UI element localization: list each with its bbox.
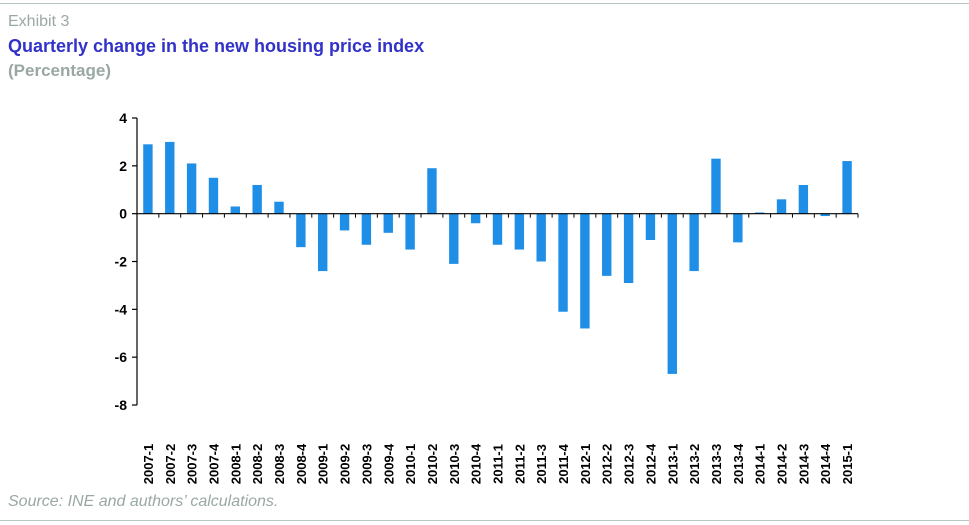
bar-2010-2 — [427, 168, 437, 214]
bar-2009-2 — [339, 213, 350, 231]
x-tick-label: 2010-3 — [447, 444, 462, 484]
y-tick-label: 0 — [119, 206, 127, 222]
bar-2012-2 — [602, 213, 612, 276]
x-tick-label: 2012-2 — [600, 444, 615, 484]
bar-2013-3 — [711, 158, 721, 214]
bar-2013-2 — [689, 213, 699, 272]
x-tick-label: 2009-2 — [338, 444, 353, 484]
y-tick-labels: 4 2 0 -2 -4 -6 -8 — [115, 110, 128, 413]
x-tick-label: 2011-2 — [512, 444, 527, 484]
y-tick-label: -8 — [115, 397, 128, 413]
x-tick-label: 2012-1 — [578, 444, 593, 484]
source-note: Source: INE and authors’ calculations. — [8, 493, 279, 510]
x-tick-label: 2008-3 — [272, 444, 287, 484]
x-tick-label: 2014-3 — [796, 444, 811, 484]
bar-2008-2 — [252, 184, 262, 214]
chart-title: Quarterly change in the new housing pric… — [8, 36, 425, 56]
bar-2007-2 — [165, 141, 175, 214]
x-tick-label: 2010-1 — [403, 444, 418, 484]
y-tick-label: -2 — [115, 254, 128, 270]
bar-2009-3 — [361, 213, 372, 245]
bar-2011-3 — [536, 213, 546, 262]
x-tick-label: 2008-4 — [294, 443, 309, 484]
bar-2014-4 — [820, 213, 830, 217]
x-tick-label: 2008-2 — [250, 444, 265, 484]
bar-2012-3 — [623, 213, 634, 284]
x-tick-label: 2015-1 — [840, 444, 855, 484]
bar-2012-1 — [580, 213, 590, 329]
exhibit-label: Exhibit 3 — [8, 13, 70, 30]
chart-subtitle: (Percentage) — [8, 61, 111, 80]
x-tick-label: 2010-4 — [469, 443, 484, 484]
bar-2014-3 — [798, 184, 809, 214]
bar-2007-4 — [208, 177, 219, 214]
x-tick-label: 2011-4 — [556, 443, 571, 484]
x-tick-label: 2007-4 — [206, 443, 221, 484]
bar-2011-2 — [514, 213, 525, 250]
x-tick-label: 2014-4 — [818, 443, 833, 484]
bar-2011-4 — [558, 213, 568, 312]
x-tick-label: 2007-2 — [163, 444, 178, 484]
x-tick-label: 2013-4 — [731, 443, 746, 484]
x-tick-label: 2013-1 — [665, 444, 680, 484]
x-tick-label: 2014-1 — [753, 444, 768, 484]
x-tick-label: 2008-1 — [228, 444, 243, 484]
y-tick-label: 2 — [119, 158, 127, 174]
y-tick-label: -6 — [115, 349, 128, 365]
bar-2011-1 — [492, 213, 503, 245]
bar-2015-1 — [842, 161, 852, 214]
bar-2008-3 — [274, 201, 284, 214]
x-tick-label: 2007-3 — [185, 444, 200, 484]
x-tick-label: 2009-4 — [381, 443, 396, 484]
x-tick-label: 2012-4 — [643, 443, 658, 484]
x-tick-label: 2011-3 — [534, 444, 549, 484]
bar-2014-2 — [776, 199, 787, 214]
top-rule — [0, 3, 969, 4]
bar-2009-1 — [318, 213, 328, 272]
bar-2008-4 — [296, 213, 306, 248]
bar-2010-4 — [470, 213, 481, 224]
x-tick-label: 2009-1 — [316, 444, 331, 484]
x-tick-label: 2013-3 — [709, 444, 724, 484]
x-tick-label: 2011-1 — [491, 444, 506, 484]
bar-2010-3 — [449, 213, 459, 264]
bottom-rule — [0, 520, 969, 521]
x-tick-label: 2014-2 — [775, 444, 790, 484]
axes-group — [132, 117, 859, 406]
y-tick-label: -4 — [115, 301, 128, 317]
x-tick-labels: 2007-1 2007-2 2007-3 2007-4 2008-1 2008-2 2008… — [141, 443, 855, 484]
bar-2013-4 — [733, 213, 743, 243]
bar-2013-1 — [667, 213, 677, 374]
x-tick-label: 2009-3 — [359, 444, 374, 484]
bar-2012-4 — [645, 213, 656, 240]
bars-group — [143, 141, 852, 374]
x-tick-label: 2010-2 — [425, 444, 440, 484]
bar-2007-1 — [143, 144, 153, 214]
y-tick-label: 4 — [119, 110, 127, 126]
bar-2007-3 — [186, 163, 197, 214]
bar-2010-1 — [405, 213, 415, 250]
bar-2009-4 — [383, 213, 393, 233]
bar-2008-1 — [230, 206, 241, 214]
x-tick-label: 2007-1 — [141, 444, 156, 484]
x-tick-label: 2013-2 — [687, 444, 702, 484]
x-tick-label: 2012-3 — [622, 444, 637, 484]
